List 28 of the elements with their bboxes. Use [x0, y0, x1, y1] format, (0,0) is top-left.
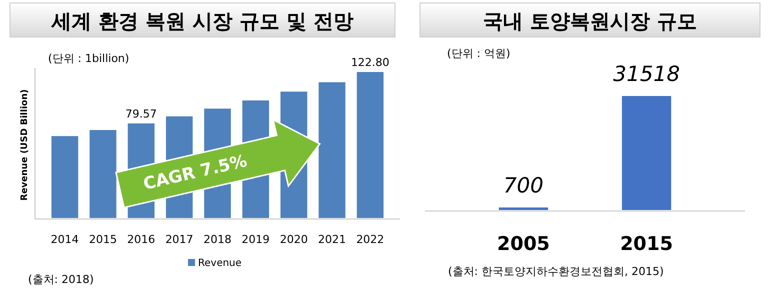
chart-title: 세계 환경 복원 시장 규모 및 전망 [50, 9, 354, 33]
bar [51, 136, 78, 218]
data-label: 122.80 [350, 56, 390, 69]
text: (단위 : 억원) [447, 47, 510, 60]
x-tick-label: 2020 [280, 233, 308, 246]
x-tick-label: 2015 [88, 233, 117, 246]
text: (출처: 한국토양지하수환경보전협회, 2015) [448, 265, 664, 278]
bar [356, 72, 384, 218]
y-axis-title: Revenue (USD Billion) [20, 89, 30, 201]
data-label: 79.57 [125, 107, 157, 120]
chart-title: 국내 토양복원시장 규모 [483, 9, 697, 33]
x-tick-label: 2021 [318, 233, 346, 246]
x-tick-label: 2022 [356, 233, 384, 246]
x-tick-label: 2017 [165, 233, 194, 246]
annotation: CAGR 7.5% [141, 151, 249, 195]
x-tick-label: 2019 [242, 233, 270, 246]
text: (단위 : 1billion) [48, 52, 130, 65]
legend-label: Revenue [198, 258, 242, 269]
text: (출처: 2018) [28, 273, 94, 286]
bar [318, 82, 346, 218]
x-tick-label: 2018 [204, 233, 232, 246]
x-tick-label: 2014 [50, 233, 79, 246]
bar [90, 130, 116, 218]
data-label: 700 [503, 173, 544, 198]
x-tick-label: 2005 [497, 233, 550, 255]
data-label: 31518 [613, 62, 680, 86]
x-tick-label: 2016 [127, 233, 156, 246]
x-tick-label: 2015 [620, 233, 673, 255]
